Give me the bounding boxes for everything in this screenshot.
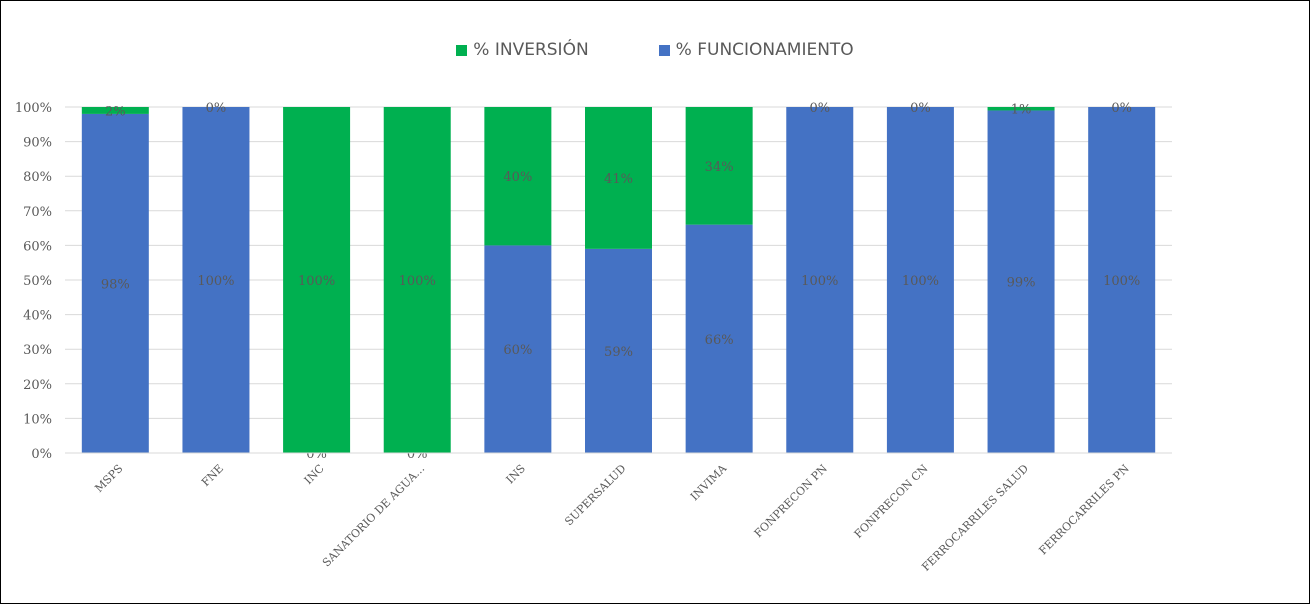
y-tick-label: 20% (23, 378, 52, 393)
y-tick-label: 50% (23, 274, 52, 289)
x-tick-label: INS (504, 462, 528, 486)
legend-swatch-inversion (456, 44, 468, 56)
y-tick-label: 30% (23, 343, 52, 358)
data-label: 100% (399, 274, 436, 289)
x-tick-label: FNE (199, 462, 226, 489)
bar-segment-funcionamiento (484, 245, 552, 453)
bar-segment-inversion (585, 107, 652, 249)
bar-segment-funcionamiento (585, 248, 652, 453)
data-label: 41% (604, 172, 633, 187)
data-label: 40% (503, 170, 532, 185)
data-label: 100% (801, 274, 838, 289)
y-tick-label: 0% (31, 447, 52, 462)
data-label: 34% (705, 160, 734, 175)
x-tick-label: FONPRECON CN (852, 462, 931, 541)
legend-swatch-funcionamiento (658, 44, 670, 56)
data-label: 100% (197, 274, 234, 289)
bar-segment-funcionamiento (987, 110, 1055, 454)
bar-segment-funcionamiento (886, 107, 954, 453)
y-tick-label: 100% (15, 101, 52, 116)
bar-segment-inversion (484, 107, 552, 246)
data-label: 98% (101, 277, 130, 292)
data-label: 100% (1103, 274, 1140, 289)
legend-item-funcionamiento: % FUNCIONAMIENTO (658, 40, 854, 60)
bar-segment-funcionamiento (182, 107, 250, 453)
data-label: 0% (1111, 101, 1132, 116)
data-label: 2% (105, 104, 126, 119)
bar-segment-funcionamiento (786, 107, 854, 453)
bar-segment-inversion (383, 107, 451, 453)
data-label: 60% (503, 343, 532, 358)
data-label: 0% (206, 101, 227, 116)
x-tick-label: FERROCARRILES SALUD (919, 462, 1031, 574)
bar-segment-inversion (283, 107, 351, 453)
legend-label-inversion: % INVERSIÓN (473, 40, 589, 60)
legend-label-funcionamiento: % FUNCIONAMIENTO (675, 40, 854, 60)
data-label: 59% (604, 345, 633, 360)
y-tick-label: 10% (23, 412, 52, 427)
y-tick-label: 70% (23, 205, 52, 220)
bar-segment-funcionamiento (81, 113, 149, 454)
x-tick-label: INVIMA (688, 461, 730, 503)
data-label: 100% (902, 274, 939, 289)
data-label: 100% (298, 274, 335, 289)
x-tick-label: FERROCARRILES PN (1036, 462, 1132, 558)
x-tick-label: INC (302, 462, 327, 487)
y-tick-label: 80% (23, 170, 52, 185)
x-tick-label: MSPS (92, 462, 125, 495)
bar-segment-inversion (685, 107, 753, 225)
x-tick-label: FONPRECON PN (752, 462, 830, 540)
data-label: 66% (705, 333, 734, 348)
bar-segment-funcionamiento (1088, 107, 1156, 453)
x-tick-label: SANATORIO DE AGUA… (320, 462, 427, 569)
data-label: 0% (809, 101, 830, 116)
bar-segment-inversion (81, 107, 149, 114)
bar-segment-funcionamiento (685, 224, 753, 453)
legend-item-inversion: % INVERSIÓN (456, 40, 589, 60)
data-label: 0% (910, 101, 931, 116)
y-tick-label: 60% (23, 239, 52, 254)
x-tick-label: SUPERSALUD (562, 462, 628, 528)
y-tick-label: 90% (23, 136, 52, 151)
bar-segment-inversion (987, 107, 1055, 111)
y-tick-label: 40% (23, 309, 52, 324)
chart-legend: % INVERSIÓN % FUNCIONAMIENTO (0, 40, 1310, 60)
data-label: 1% (1011, 103, 1032, 118)
data-label: 99% (1007, 276, 1036, 291)
